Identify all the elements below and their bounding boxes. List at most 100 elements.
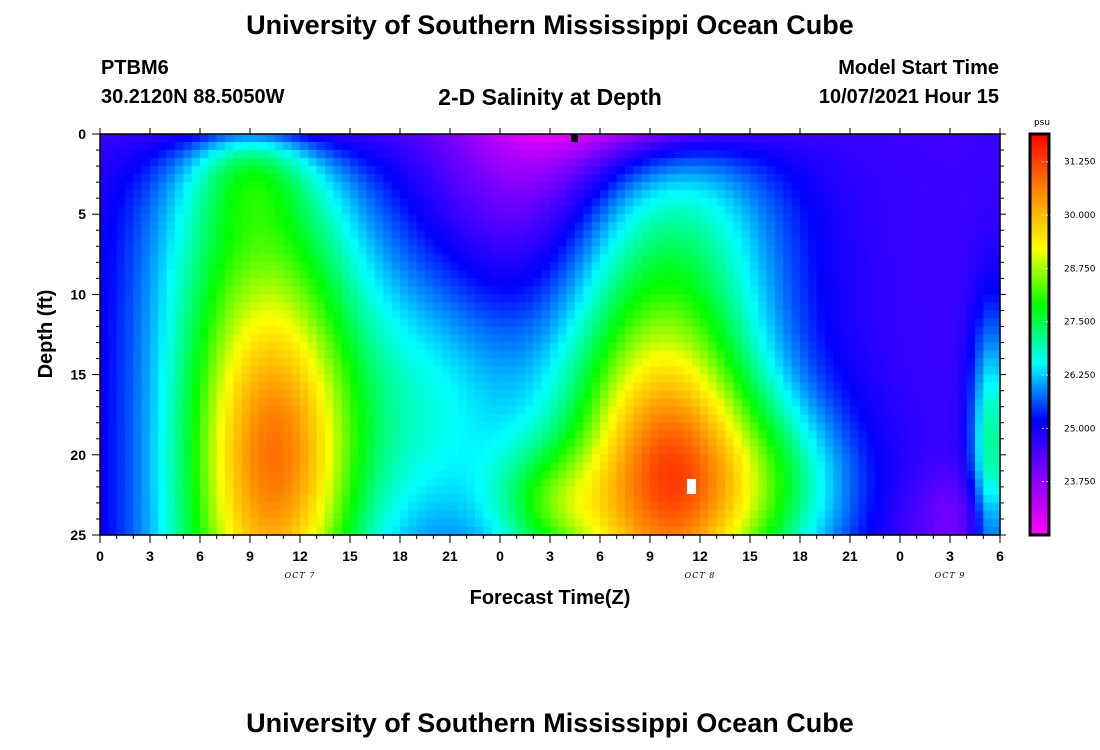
heatmap-cell	[733, 406, 743, 416]
heatmap-cell	[825, 246, 834, 255]
heatmap-cell	[758, 278, 768, 287]
heatmap-cell	[658, 526, 668, 536]
heatmap-cell	[108, 294, 118, 304]
heatmap-cell	[500, 438, 509, 448]
heatmap-cell	[300, 526, 309, 536]
heatmap-cell	[783, 334, 793, 344]
heatmap-cell	[750, 414, 759, 424]
heatmap-cell	[783, 238, 793, 247]
heatmap-cell	[416, 494, 426, 504]
heatmap-cell	[183, 198, 193, 207]
heatmap-cell	[125, 294, 134, 304]
heatmap-cell	[750, 246, 759, 255]
heatmap-cell	[408, 422, 418, 432]
heatmap-cell	[808, 214, 818, 223]
heatmap-cell	[641, 222, 651, 231]
heatmap-cell	[583, 526, 593, 536]
heatmap-cell	[233, 486, 243, 496]
heatmap-cell	[650, 198, 659, 207]
heatmap-cell	[825, 390, 834, 400]
heatmap-cell	[716, 334, 726, 344]
heatmap-cell	[350, 134, 359, 143]
heatmap-cell	[316, 190, 326, 199]
heatmap-cell	[241, 334, 251, 344]
heatmap-cell	[758, 350, 768, 360]
heatmap-cell	[325, 518, 334, 528]
heatmap-cell	[441, 294, 451, 304]
heatmap-cell	[483, 150, 493, 159]
heatmap-cell	[891, 414, 901, 424]
heatmap-cell	[233, 502, 243, 512]
heatmap-cell	[550, 478, 559, 488]
heatmap-cell	[300, 414, 309, 424]
heatmap-cell	[775, 518, 784, 528]
heatmap-cell	[791, 342, 801, 352]
heatmap-cell	[808, 470, 818, 480]
heatmap-cell	[266, 502, 276, 512]
heatmap-cell	[908, 142, 918, 151]
heatmap-cell	[708, 142, 718, 151]
heatmap-cell	[758, 510, 768, 520]
heatmap-cell	[916, 438, 926, 448]
heatmap-cell	[250, 510, 259, 520]
heatmap-cell	[658, 518, 668, 528]
heatmap-cell	[200, 486, 209, 496]
heatmap-cell	[516, 502, 526, 512]
heatmap-cell	[833, 510, 843, 520]
heatmap-cell	[316, 182, 326, 191]
heatmap-cell	[316, 142, 326, 151]
heatmap-cell	[925, 334, 934, 344]
heatmap-cell	[658, 318, 668, 328]
heatmap-cell	[183, 446, 193, 456]
heatmap-cell	[550, 414, 559, 424]
heatmap-cell	[216, 326, 226, 336]
heatmap-cell	[566, 454, 576, 464]
heatmap-cell	[408, 462, 418, 472]
heatmap-cell	[850, 398, 859, 408]
heatmap-cell	[425, 358, 434, 368]
heatmap-cell	[283, 230, 293, 239]
heatmap-cell	[650, 142, 659, 151]
heatmap-cell	[666, 502, 676, 512]
heatmap-cell	[325, 190, 334, 199]
heatmap-cell	[183, 382, 193, 392]
heatmap-cell	[316, 446, 326, 456]
heatmap-cell	[291, 502, 301, 512]
heatmap-cell	[325, 342, 334, 352]
heatmap-cell	[916, 422, 926, 432]
heatmap-cell	[283, 398, 293, 408]
heatmap-cell	[366, 390, 376, 400]
heatmap-cell	[658, 398, 668, 408]
heatmap-cell	[858, 350, 868, 360]
heatmap-cell	[391, 414, 401, 424]
heatmap-cell	[116, 302, 126, 312]
heatmap-cell	[508, 366, 518, 376]
heatmap-cell	[216, 334, 226, 344]
heatmap-cell	[341, 446, 351, 456]
heatmap-cell	[291, 438, 301, 448]
heatmap-cell	[666, 430, 676, 440]
heatmap-cell	[325, 470, 334, 480]
heatmap-cell	[525, 430, 534, 440]
heatmap-cell	[841, 518, 851, 528]
heatmap-cell	[491, 174, 501, 183]
heatmap-cell	[208, 278, 218, 287]
heatmap-cell	[416, 486, 426, 496]
heatmap-cell	[666, 174, 676, 183]
heatmap-cell	[775, 390, 784, 400]
heatmap-cell	[441, 390, 451, 400]
heatmap-cell	[850, 350, 859, 360]
heatmap-cell	[200, 398, 209, 408]
heatmap-cell	[591, 182, 601, 191]
heatmap-cell	[450, 134, 459, 143]
heatmap-cell	[491, 326, 501, 336]
heatmap-cell	[500, 334, 509, 344]
heatmap-cell	[500, 222, 509, 231]
heatmap-cell	[166, 494, 176, 504]
heatmap-cell	[916, 350, 926, 360]
heatmap-cell	[125, 206, 134, 215]
heatmap-cell	[516, 270, 526, 279]
heatmap-cell	[633, 382, 643, 392]
heatmap-cell	[375, 318, 384, 328]
heatmap-cell	[358, 182, 368, 191]
